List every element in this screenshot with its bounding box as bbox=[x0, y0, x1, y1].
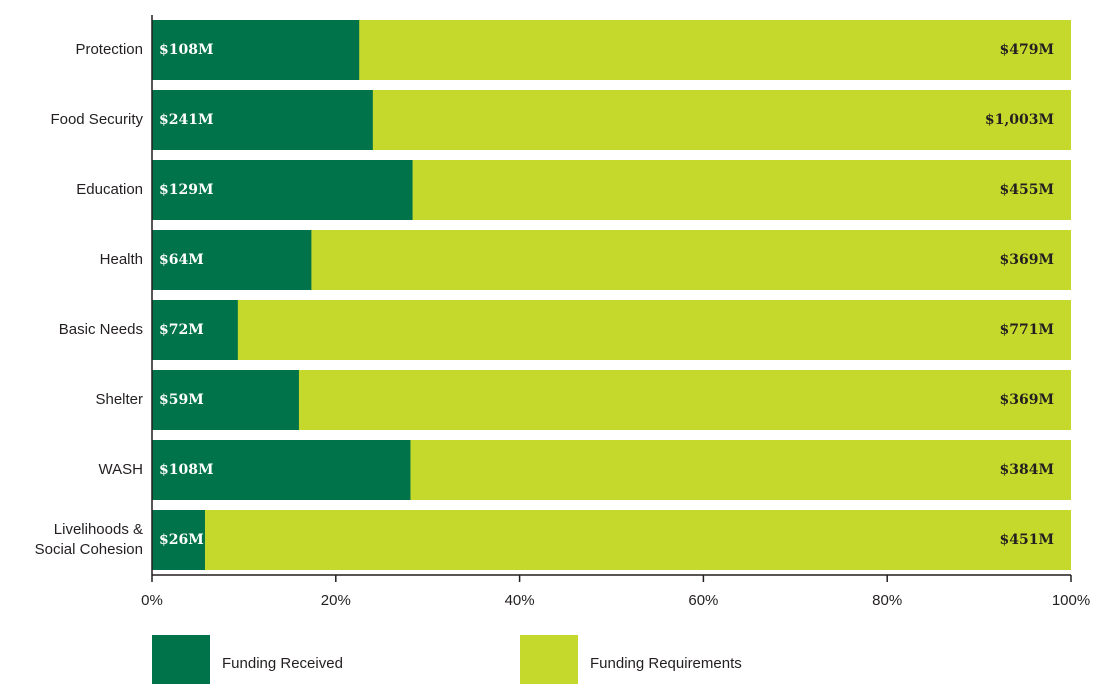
category-label: Education bbox=[76, 181, 143, 198]
x-tick-label: 100% bbox=[1052, 592, 1090, 609]
value-label: $384M bbox=[1000, 462, 1054, 478]
requirement-bar bbox=[152, 370, 1071, 430]
category-label: Health bbox=[100, 251, 143, 268]
x-tick-label: 40% bbox=[505, 592, 535, 609]
value-label: $455M bbox=[1000, 182, 1054, 198]
x-tick-label: 80% bbox=[872, 592, 902, 609]
received-bar bbox=[152, 20, 360, 80]
requirement-bar bbox=[152, 300, 1071, 360]
value-label: $129M bbox=[159, 182, 213, 198]
received-bar bbox=[152, 370, 299, 430]
value-label: $108M bbox=[159, 462, 213, 478]
value-label: $108M bbox=[159, 42, 213, 58]
legend-swatch bbox=[520, 635, 578, 684]
category-label: Livelihoods & Social Cohesion bbox=[35, 521, 143, 558]
category-label: Food Security bbox=[50, 111, 143, 128]
received-bar bbox=[152, 90, 373, 150]
received-bar bbox=[152, 160, 413, 220]
legend-label: Funding Requirements bbox=[590, 655, 742, 672]
value-label: $1,003M bbox=[985, 112, 1054, 128]
value-label: $451M bbox=[1000, 532, 1054, 548]
received-bar bbox=[152, 300, 238, 360]
value-label: $369M bbox=[1000, 252, 1054, 268]
x-tick-label: 60% bbox=[688, 592, 718, 609]
category-label: Shelter bbox=[95, 391, 143, 408]
value-label: $241M bbox=[159, 112, 213, 128]
x-tick-label: 0% bbox=[141, 592, 163, 609]
legend-swatch bbox=[152, 635, 210, 684]
category-label: Basic Needs bbox=[59, 321, 143, 338]
x-tick-label: 20% bbox=[321, 592, 351, 609]
received-bar bbox=[152, 440, 411, 500]
value-label: $59M bbox=[159, 392, 204, 408]
category-label: Protection bbox=[75, 41, 143, 58]
value-label: $771M bbox=[1000, 322, 1054, 338]
received-bar bbox=[152, 230, 312, 290]
legend-label: Funding Received bbox=[222, 655, 343, 672]
category-label: WASH bbox=[99, 461, 143, 478]
value-label: $26M bbox=[159, 532, 204, 548]
value-label: $72M bbox=[159, 322, 204, 338]
value-label: $64M bbox=[159, 252, 204, 268]
received-bar bbox=[152, 510, 205, 570]
value-label: $369M bbox=[1000, 392, 1054, 408]
value-label: $479M bbox=[1000, 42, 1054, 58]
requirement-bar bbox=[152, 510, 1071, 570]
